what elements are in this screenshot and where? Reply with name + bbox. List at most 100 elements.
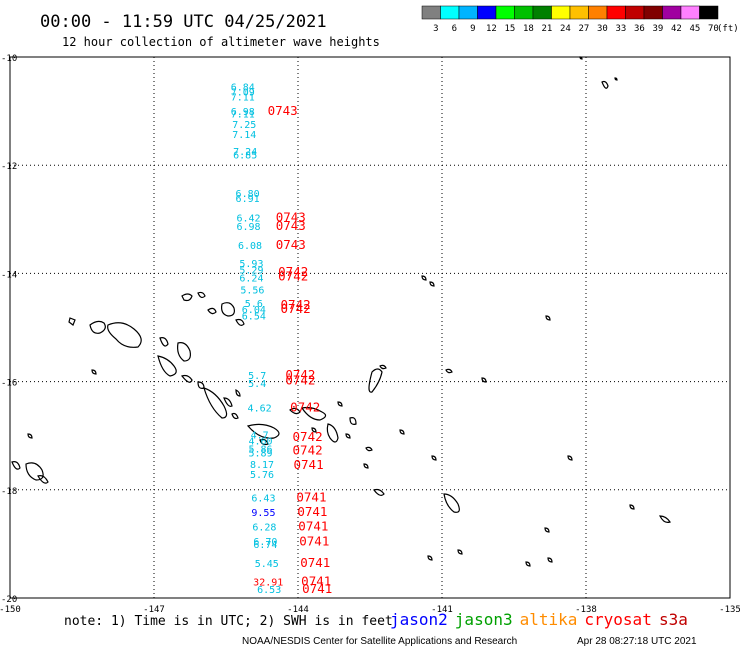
pass-id-label: 0743 bbox=[268, 103, 298, 118]
island bbox=[445, 368, 453, 374]
wave-height-label: 6.54 bbox=[242, 311, 266, 322]
island bbox=[326, 423, 339, 443]
wave-height-label: 32.91 bbox=[253, 578, 283, 589]
colorbar-swatch bbox=[606, 5, 626, 20]
colorbar-tick-label: 24 bbox=[560, 24, 571, 34]
island bbox=[579, 56, 583, 60]
wave-height-label: 7.14 bbox=[232, 130, 256, 141]
wave-height-labels: 6.847.097.116.987.117.257.147.246.856.80… bbox=[231, 83, 284, 597]
latitude-label: -12 bbox=[1, 162, 17, 172]
island bbox=[421, 275, 427, 281]
wave-height-label: 9.55 bbox=[251, 508, 275, 519]
island bbox=[107, 322, 142, 348]
colorbar-tick-label: 33 bbox=[615, 24, 626, 34]
wave-height-label: 6.42 bbox=[237, 213, 261, 224]
latitude-label: -16 bbox=[1, 379, 17, 389]
pass-id-label: 0742 bbox=[281, 297, 311, 312]
colorbar-tick-label: 30 bbox=[597, 24, 608, 34]
wave-height-label: 4.62 bbox=[248, 403, 272, 414]
pass-id-label: 0742 bbox=[285, 372, 315, 387]
latitude-label: -10 bbox=[1, 54, 17, 64]
island bbox=[567, 455, 573, 461]
colorbar-tick-label: 45 bbox=[689, 24, 700, 34]
pass-id-label: 0741 bbox=[299, 534, 329, 549]
generated-timestamp: Apr 28 08:27:18 UTC 2021 bbox=[577, 636, 697, 647]
wave-height-label: 7.11 bbox=[231, 92, 255, 103]
island bbox=[345, 433, 351, 439]
wave-height-label: 6.74 bbox=[253, 540, 277, 551]
wave-height-label: 7.25 bbox=[232, 120, 256, 131]
colorbar-swatch bbox=[421, 5, 441, 20]
island bbox=[443, 493, 460, 513]
island bbox=[89, 320, 106, 334]
colorbar-tick-label: 21 bbox=[541, 24, 552, 34]
wave-height-label: 5.56 bbox=[240, 285, 264, 296]
wave-height-label: 6.53 bbox=[257, 585, 281, 596]
island bbox=[614, 77, 618, 81]
longitude-label: -138 bbox=[575, 605, 597, 615]
wave-height-label: 4.60 bbox=[249, 436, 273, 447]
satellite-legend-item: s3a bbox=[659, 610, 688, 629]
island bbox=[289, 407, 301, 415]
longitude-label: -147 bbox=[143, 605, 165, 615]
island bbox=[180, 374, 193, 383]
colorbar-tick-label: 36 bbox=[634, 24, 645, 34]
colorbar-unit: (ft) bbox=[717, 24, 739, 34]
pass-id-label: 0741 bbox=[297, 504, 327, 519]
island bbox=[203, 387, 228, 419]
pass-id-label: 0742 bbox=[293, 429, 323, 444]
island bbox=[27, 433, 33, 439]
colorbar-tick-label: 18 bbox=[523, 24, 534, 34]
island bbox=[25, 462, 44, 481]
longitude-label: -141 bbox=[431, 605, 453, 615]
colorbar-tick-label: 9 bbox=[470, 24, 475, 34]
colorbar-tick-label: 39 bbox=[652, 24, 663, 34]
island bbox=[197, 291, 206, 299]
island bbox=[177, 342, 191, 362]
wave-height-label: 6.04 bbox=[242, 305, 266, 316]
island bbox=[68, 317, 76, 326]
pass-id-label: 0741 bbox=[296, 490, 326, 505]
satellite-legend-item: altika bbox=[520, 610, 578, 629]
island bbox=[259, 438, 269, 446]
graticule bbox=[9, 56, 731, 599]
pass-id-labels: 0743074307430743074207420742074207420742… bbox=[268, 103, 333, 596]
pass-id-label: 0742 bbox=[290, 399, 320, 414]
island bbox=[368, 368, 383, 393]
island bbox=[37, 475, 49, 484]
latitude-label: -20 bbox=[1, 595, 17, 605]
pass-id-label: 0742 bbox=[285, 367, 315, 382]
pass-id-label: 0742 bbox=[281, 301, 311, 316]
wave-height-label: 5.45 bbox=[255, 559, 279, 570]
wave-height-label: 6.91 bbox=[236, 194, 260, 205]
colorbar-swatch bbox=[588, 5, 608, 20]
longitude-labels: -150 -147 -144 -141 -138 -135 bbox=[0, 605, 740, 615]
colorbar-swatch bbox=[495, 5, 515, 20]
wave-height-label: 7.11 bbox=[231, 110, 255, 121]
wave-height-label: 6.43 bbox=[251, 494, 275, 505]
island bbox=[481, 377, 487, 383]
island bbox=[159, 337, 169, 347]
wave-height-label: 7.24 bbox=[233, 147, 257, 158]
pass-id-label: 0741 bbox=[301, 574, 331, 589]
longitude-label: -144 bbox=[287, 605, 309, 615]
colorbar-tick-label: 6 bbox=[452, 24, 457, 34]
island-outlines bbox=[11, 56, 671, 567]
wave-height-label: 6.28 bbox=[252, 522, 276, 533]
island bbox=[547, 557, 553, 563]
wave-height-label: 5.93 bbox=[239, 259, 263, 270]
island bbox=[235, 389, 241, 397]
pass-id-label: 0742 bbox=[278, 264, 308, 279]
island bbox=[601, 80, 609, 89]
wave-height-label: 5.7 bbox=[248, 371, 266, 382]
time-range-title: 00:00 - 11:59 UTC 04/25/2021 bbox=[40, 12, 327, 32]
pass-id-label: 0743 bbox=[276, 218, 306, 233]
island bbox=[349, 417, 357, 425]
wave-height-label: 6.85 bbox=[233, 151, 257, 162]
wave-height-label: 6.84 bbox=[231, 83, 255, 94]
island bbox=[429, 281, 435, 287]
wave-height-label: 6.08 bbox=[238, 241, 262, 252]
colorbar-swatch bbox=[680, 5, 700, 20]
island bbox=[544, 527, 550, 533]
pass-id-label: 0741 bbox=[298, 518, 328, 533]
